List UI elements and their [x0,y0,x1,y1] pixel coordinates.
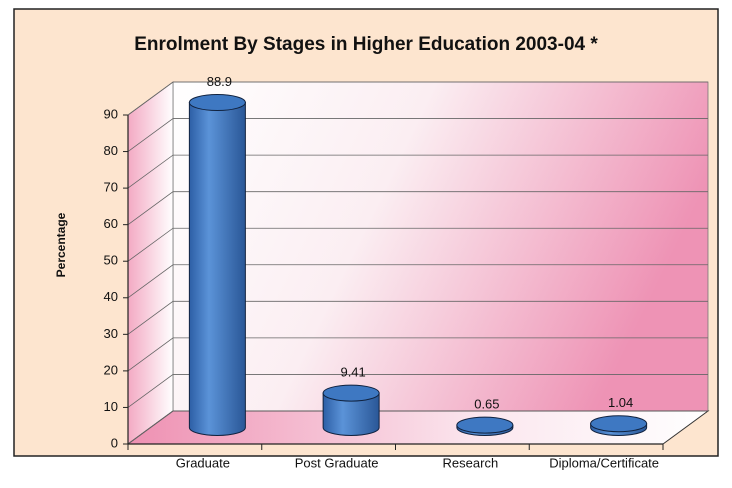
bar-top [188,94,246,112]
data-label: 88.9 [207,74,232,89]
y-tick-label: 0 [111,435,118,450]
x-tick-label: Research [443,455,499,470]
bar [590,415,648,436]
grid-line [127,191,708,225]
bar-top [456,416,514,434]
y-tick-label: 90 [104,106,118,121]
x-tick-label: Post Graduate [295,455,379,470]
x-tick-label: Graduate [176,455,230,470]
y-tick-label: 20 [104,362,118,377]
bar [188,94,246,436]
grid-line [127,154,708,189]
bar-body [322,392,380,436]
bar-top [590,415,648,433]
y-tick-label: 70 [104,180,118,195]
grid-line [127,81,708,116]
y-tick-label: 40 [104,289,118,304]
data-label: 0.65 [474,397,499,412]
y-tick-label: 60 [104,216,118,231]
grid-line [127,264,708,299]
y-tick-label: 30 [104,326,118,341]
y-axis-label: Percentage [54,212,68,277]
x-tick-label: Diploma/Certificate [549,455,659,470]
bar [456,416,514,436]
y-tick-label: 50 [104,253,118,268]
grid-line [127,227,708,262]
y-tick-label: 10 [104,399,118,414]
grid-line [127,337,708,372]
grid-line [127,410,708,445]
bar [322,384,380,436]
grid-line [127,300,708,335]
data-label: 1.04 [608,395,633,410]
side-wall [127,81,174,445]
grid-line [127,374,708,408]
chart-title: Enrolment By Stages in Higher Education … [134,34,598,55]
back-wall [172,81,709,412]
grid-line [127,118,708,152]
bar-top [322,384,380,402]
bar-body [188,102,246,436]
data-label: 9.41 [340,365,365,380]
y-tick-label: 80 [104,143,118,158]
